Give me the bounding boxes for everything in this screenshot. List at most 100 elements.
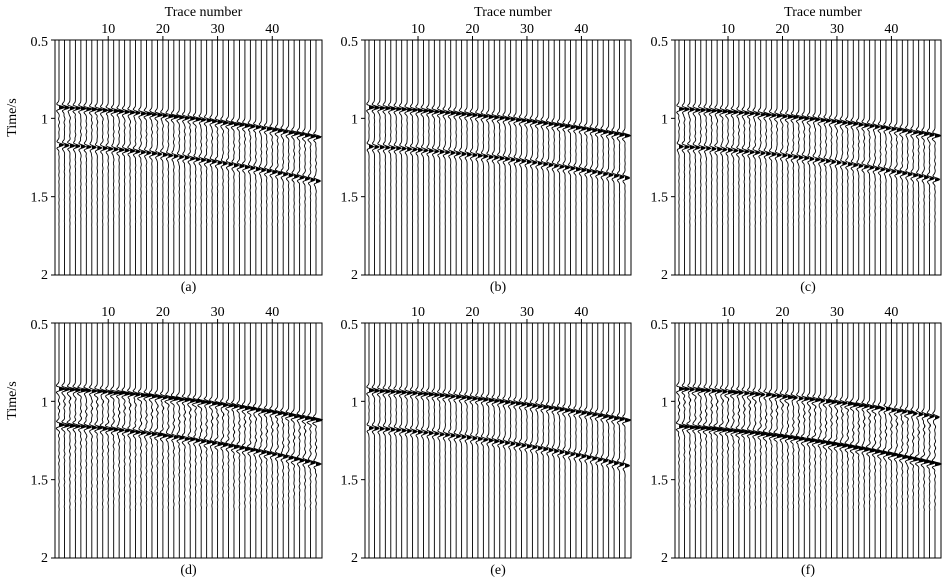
x-tick-label: 30 [520, 305, 534, 320]
trace-19 [154, 40, 164, 275]
panel-caption: (a) [181, 280, 197, 295]
trace-48 [622, 40, 632, 275]
trace-37 [562, 323, 571, 558]
trace-fill-12 [119, 391, 125, 443]
trace-48 [931, 323, 943, 558]
plot-frame [54, 322, 323, 559]
y-tick-label: 2 [661, 551, 668, 566]
trace-1 [56, 40, 65, 275]
trace-38 [877, 40, 887, 275]
trace-3 [686, 40, 696, 275]
trace-43 [904, 40, 914, 275]
trace-16 [757, 323, 768, 558]
trace-fill-22 [793, 396, 800, 452]
trace-fill-6 [706, 388, 713, 444]
y-axis-label: Time/s [5, 381, 20, 419]
trace-fill-32 [847, 402, 854, 461]
trace-3 [686, 323, 697, 558]
trace-30 [834, 40, 843, 275]
trace-29 [518, 323, 528, 558]
trace-19 [464, 40, 473, 275]
trace-22 [170, 323, 182, 558]
trace-46 [301, 323, 312, 558]
trace-9 [99, 40, 109, 275]
trace-23 [795, 323, 806, 558]
trace-42 [899, 40, 909, 275]
trace-5 [697, 323, 708, 558]
trace-fill-40 [581, 126, 587, 172]
trace-14 [436, 40, 446, 275]
panel-e: 10 20 30 40 0.5 1 1.5 2 (e) [341, 305, 632, 578]
trace-4 [72, 40, 81, 275]
trace-fill-1 [59, 387, 65, 434]
trace-2 [681, 323, 691, 558]
trace-fill-45 [918, 412, 926, 464]
panel-c: 10 20 30 40 0.5 1 1.5 2 Trace number (c) [651, 5, 942, 295]
x-tick-label: 30 [830, 305, 844, 320]
trace-fill-43 [907, 410, 914, 470]
trace-18 [148, 323, 160, 558]
x-tick-label: 40 [265, 305, 279, 320]
trace-19 [154, 323, 164, 558]
trace-33 [540, 40, 550, 275]
trace-23 [175, 323, 186, 558]
trace-1 [675, 323, 686, 558]
trace-fill-5 [700, 388, 707, 442]
trace-42 [280, 40, 289, 275]
trace-46 [611, 323, 620, 558]
trace-fill-27 [820, 398, 827, 461]
trace-17 [453, 40, 462, 275]
trace-14 [746, 40, 756, 275]
trace-fill-46 [924, 132, 930, 180]
trace-8 [404, 40, 414, 275]
x-axis-label: Trace number [165, 5, 243, 20]
y-tick-label: 0.5 [341, 35, 359, 50]
trace-10 [724, 40, 734, 275]
trace-11 [730, 40, 740, 275]
trace-30 [833, 323, 845, 558]
trace-9 [719, 40, 730, 275]
trace-1 [676, 40, 685, 275]
panel-f: 10 20 30 40 0.5 1 1.5 2 (f) [651, 305, 943, 578]
x-tick-label: 40 [574, 22, 588, 37]
trace-15 [752, 40, 761, 275]
trace-42 [589, 323, 599, 558]
trace-6 [393, 323, 403, 558]
trace-35 [551, 323, 560, 558]
plot-frame [674, 322, 942, 559]
trace-9 [718, 323, 731, 558]
trace-2 [371, 40, 381, 275]
trace-37 [252, 323, 262, 558]
trace-48 [313, 40, 322, 275]
trace-38 [567, 323, 576, 558]
trace-15 [751, 323, 763, 558]
trace-41 [274, 323, 285, 558]
trace-47 [926, 40, 936, 275]
x-tick-label: 20 [775, 22, 789, 37]
trace-18 [458, 323, 468, 558]
y-tick-label: 0.5 [341, 318, 359, 333]
panel-b: 10 20 30 40 0.5 1 1.5 2 Trace number (b) [341, 5, 632, 295]
trace-29 [518, 40, 528, 275]
trace-14 [127, 323, 137, 558]
trace-48 [931, 40, 942, 275]
trace-21 [475, 40, 484, 275]
trace-fill-48 [935, 134, 941, 182]
trace-4 [382, 40, 391, 275]
x-tick-label: 20 [156, 305, 170, 320]
trace-36 [866, 40, 876, 275]
trace-44 [290, 40, 301, 275]
y-tick-label: 0.5 [651, 318, 669, 333]
trace-6 [83, 40, 92, 275]
trace-11 [730, 323, 741, 558]
x-tick-label: 40 [884, 305, 898, 320]
trace-17 [762, 323, 773, 558]
trace-fill-4 [75, 388, 81, 450]
trace-fill-47 [929, 415, 936, 476]
x-tick-label: 30 [520, 22, 534, 37]
trace-6 [393, 40, 402, 275]
trace-41 [583, 40, 593, 275]
trace-fill-19 [157, 113, 163, 157]
trace-43 [594, 323, 604, 558]
trace-13 [121, 323, 132, 558]
